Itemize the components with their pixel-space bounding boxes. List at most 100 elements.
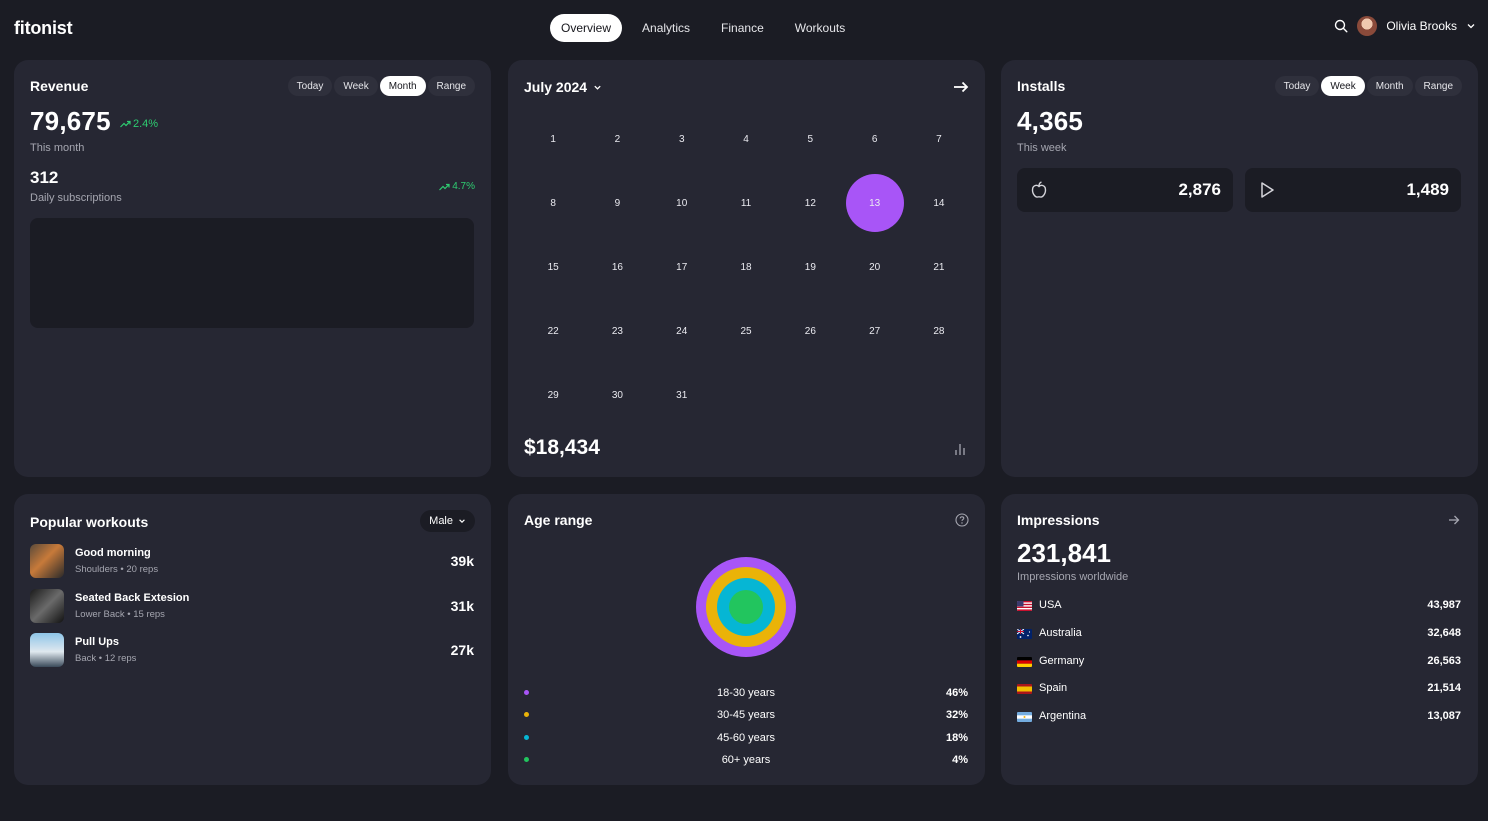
tab-overview[interactable]: Overview: [550, 14, 623, 42]
calendar-day-label: 12: [804, 197, 816, 209]
calendar-day[interactable]: 6: [842, 107, 906, 171]
installs-range-range[interactable]: Range: [1414, 76, 1462, 96]
age-pct: 4%: [952, 753, 968, 766]
revenue-range-selector: Today Week Month Range: [287, 76, 475, 96]
calendar-grid: 1 2 3 4 5 6 7 8 9 10 11 12 13 14 15 16 17 18 19 20 21 22 23 24 2…: [521, 107, 971, 428]
workout-name: Good morning: [75, 547, 151, 559]
revenue-range-month[interactable]: Month: [379, 76, 426, 96]
calendar-day[interactable]: 23: [585, 300, 649, 364]
calendar-day-label: 6: [871, 133, 878, 145]
country-name: Germany: [1039, 654, 1085, 667]
arrow-right-icon[interactable]: [953, 80, 969, 94]
installs-value: 4,365: [1017, 106, 1084, 136]
country-name: Argentina: [1039, 710, 1087, 723]
calendar-day[interactable]: 26: [778, 300, 842, 364]
calendar-day[interactable]: 29: [521, 364, 585, 428]
help-icon[interactable]: [955, 513, 969, 527]
revenue-value: 79,675: [30, 106, 111, 136]
calendar-day[interactable]: 21: [907, 235, 971, 299]
calendar-day[interactable]: 16: [585, 235, 649, 299]
calendar-day[interactable]: 25: [714, 300, 778, 364]
calendar-day[interactable]: 10: [650, 171, 714, 235]
calendar-day[interactable]: 22: [521, 300, 585, 364]
installs-range-selector: Today Week Month Range: [1274, 76, 1462, 96]
revenue-range-range[interactable]: Range: [427, 76, 475, 96]
age-pct: 18%: [945, 731, 968, 744]
workout-meta: Shoulders • 20 reps: [75, 564, 159, 575]
calendar-day-label: 5: [807, 133, 814, 145]
calendar-day-label: 29: [547, 390, 559, 402]
usa-flag-icon: [1017, 601, 1032, 611]
gender-filter-dropdown[interactable]: Male: [420, 510, 475, 532]
calendar-day[interactable]: 24: [650, 300, 714, 364]
calendar-day[interactable]: 27: [842, 300, 906, 364]
app-logo[interactable]: fitonist: [14, 18, 73, 38]
calendar-day-label: 10: [676, 197, 688, 209]
country-name: Australia: [1039, 626, 1082, 639]
apple-installs: 2,876: [1017, 168, 1233, 212]
calendar-day[interactable]: 15: [521, 235, 585, 299]
user-name[interactable]: Olivia Brooks: [1386, 19, 1457, 33]
daily-subscriptions-label: Daily subscriptions: [30, 192, 122, 204]
country-name: USA: [1039, 599, 1062, 611]
calendar-day[interactable]: 2: [585, 107, 649, 171]
calendar-day[interactable]: 3: [650, 107, 714, 171]
calendar-day[interactable]: 11: [714, 171, 778, 235]
calendar-day[interactable]: 8: [521, 171, 585, 235]
calendar-day[interactable]: 7: [907, 107, 971, 171]
calendar-day[interactable]: 4: [714, 107, 778, 171]
calendar-day[interactable]: 14: [907, 171, 971, 235]
calendar-day[interactable]: 17: [650, 235, 714, 299]
calendar-day[interactable]: 5: [778, 107, 842, 171]
workout-item[interactable]: Good morning Shoulders • 20 reps 39k: [30, 544, 474, 589]
calendar-day[interactable]: 30: [585, 364, 649, 428]
bar-chart-icon[interactable]: [953, 442, 967, 456]
calendar-day-label: 28: [933, 326, 945, 338]
user-area: Olivia Brooks: [1334, 16, 1476, 36]
installs-card: Installs Today Week Month Range 4,365 Th…: [1001, 60, 1478, 477]
workout-item[interactable]: Seated Back Extesion Lower Back • 15 rep…: [30, 588, 474, 634]
calendar-day-label: 30: [611, 390, 623, 402]
revenue-range-today[interactable]: Today: [287, 76, 333, 96]
chevron-down-icon[interactable]: [1466, 21, 1476, 31]
workouts-title: Popular workouts: [30, 514, 149, 530]
calendar-day-label: 4: [743, 133, 749, 145]
calendar-day-label: 25: [740, 326, 752, 338]
calendar-day[interactable]: 18: [714, 235, 778, 299]
calendar-day[interactable]: 20: [842, 235, 906, 299]
tab-finance[interactable]: Finance: [721, 21, 764, 35]
installs-range-month[interactable]: Month: [1366, 76, 1413, 96]
installs-period: This week: [1017, 142, 1067, 154]
search-icon[interactable]: [1334, 19, 1348, 33]
calendar-day[interactable]: 19: [778, 235, 842, 299]
revenue-range-week[interactable]: Week: [334, 76, 378, 96]
installs-range-today[interactable]: Today: [1274, 76, 1320, 96]
play-installs-value: 1,489: [1406, 180, 1449, 199]
apple-installs-value: 2,876: [1178, 180, 1221, 199]
calendar-day[interactable]: 31: [650, 364, 714, 428]
avatar[interactable]: [1357, 16, 1378, 36]
country-value: 32,648: [1427, 626, 1461, 639]
gender-filter-value: Male: [429, 515, 453, 527]
calendar-day-label: 17: [676, 261, 688, 273]
country-row: Argentina 13,087: [1017, 708, 1461, 736]
country-value: 43,987: [1427, 599, 1461, 611]
revenue-card: Revenue Today Week Month Range 79,675 2.…: [14, 60, 491, 477]
impressions-title: Impressions: [1017, 512, 1100, 528]
calendar-day[interactable]: 12: [778, 171, 842, 235]
calendar-day-label: 14: [933, 197, 945, 209]
arrow-right-icon[interactable]: [1448, 514, 1460, 526]
calendar-day[interactable]: 1: [521, 107, 585, 171]
tab-workouts[interactable]: Workouts: [794, 21, 846, 35]
calendar-month-picker[interactable]: July 2024: [524, 79, 602, 95]
calendar-day[interactable]: 28: [907, 300, 971, 364]
workout-item[interactable]: Pull Ups Back • 12 reps 27k: [30, 633, 474, 678]
calendar-day[interactable]: 9: [585, 171, 649, 235]
age-range-card: Age range 18-30 years 46% 30-45 years 32…: [508, 494, 985, 785]
tab-analytics[interactable]: Analytics: [642, 21, 691, 35]
trend-up-icon: [120, 120, 131, 128]
installs-range-week[interactable]: Week: [1321, 76, 1365, 96]
argentina-flag-icon: [1017, 712, 1032, 723]
chevron-down-icon: [459, 519, 465, 523]
calendar-day-selected[interactable]: 13: [842, 171, 906, 235]
